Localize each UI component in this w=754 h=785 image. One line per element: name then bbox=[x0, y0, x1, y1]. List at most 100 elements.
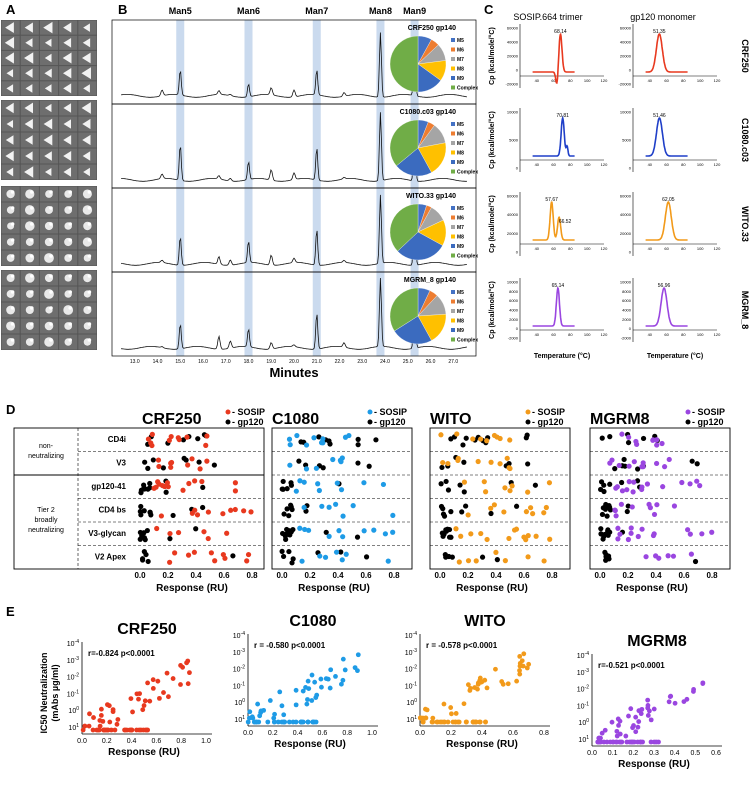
gp120-point bbox=[138, 503, 144, 510]
correlation-point bbox=[430, 719, 436, 725]
correlation-point bbox=[178, 682, 183, 687]
gp120-point bbox=[603, 501, 609, 508]
gp120-point bbox=[625, 439, 632, 446]
sosip-point bbox=[204, 458, 210, 464]
gp120-point bbox=[279, 548, 285, 554]
gp120-point bbox=[694, 461, 700, 467]
sosip-point bbox=[212, 558, 218, 564]
legend-swatch bbox=[451, 225, 455, 229]
dsc-tm-label: 51.46 bbox=[653, 113, 666, 119]
dsc-x-tick: 60 bbox=[664, 332, 669, 337]
sosip-point bbox=[208, 550, 214, 556]
sosip-point bbox=[319, 503, 325, 509]
gp120-point bbox=[137, 508, 143, 515]
sosip-point bbox=[612, 507, 618, 513]
x-tick-label: 23.0 bbox=[357, 359, 367, 365]
y-tick-label: 100 bbox=[234, 698, 245, 707]
y-tick-label: 10-4 bbox=[233, 631, 245, 640]
correlation-point bbox=[80, 727, 86, 733]
particle bbox=[63, 22, 72, 33]
gp120-point bbox=[444, 526, 451, 532]
correlation-point bbox=[638, 711, 644, 717]
sosip-point bbox=[484, 536, 490, 543]
sosip-point bbox=[528, 505, 534, 511]
dsc-tm-label: 62.05 bbox=[662, 197, 675, 203]
particle bbox=[87, 274, 92, 278]
binding-panel: C1080 - SOSIP- gp120 0.0 0.2 0.4 0.6 0.8 Respon… bbox=[271, 407, 413, 594]
sosip-point bbox=[330, 456, 336, 463]
sosip-point bbox=[547, 536, 553, 542]
correlation-point bbox=[339, 681, 344, 687]
dsc-plot: 10000 5000 0 40 60 80 100 120 51.46 bbox=[620, 108, 721, 172]
gp120-point bbox=[355, 460, 361, 466]
gp120-point bbox=[211, 462, 217, 468]
particle bbox=[44, 38, 52, 47]
x-tick-label: 1.0 bbox=[201, 738, 211, 745]
gp120-point bbox=[284, 506, 290, 512]
y-tick-label: 101 bbox=[578, 735, 589, 744]
dsc-y-tick: 40000 bbox=[507, 212, 519, 217]
correlation-point bbox=[279, 703, 285, 709]
gp120-point bbox=[619, 479, 625, 486]
correlation-point bbox=[305, 719, 311, 725]
profile-trace bbox=[121, 194, 467, 266]
sosip-point bbox=[654, 437, 660, 443]
pie-slice bbox=[389, 119, 419, 167]
correlation-point bbox=[246, 715, 252, 721]
gp120-point bbox=[145, 558, 151, 565]
sosip-point bbox=[326, 533, 332, 539]
sosip-point bbox=[639, 526, 645, 532]
sosip-point bbox=[541, 510, 547, 516]
correlation-point bbox=[629, 739, 635, 745]
dsc-y-tick: 10000 bbox=[507, 280, 519, 285]
gp120-point bbox=[598, 526, 604, 532]
x-tick-label: 18.0 bbox=[244, 359, 254, 365]
sosip-point bbox=[613, 513, 619, 519]
gp120-point bbox=[607, 529, 613, 535]
sosip-point bbox=[491, 432, 498, 439]
sosip-point bbox=[336, 528, 342, 534]
gp120-point bbox=[284, 526, 290, 533]
dsc-x-tick: 100 bbox=[584, 332, 591, 337]
legend-label: M5 bbox=[457, 290, 464, 296]
particle bbox=[87, 254, 92, 258]
dsc-ylabel: Cp (kcal/mole/°C) bbox=[488, 111, 496, 169]
sosip-point bbox=[186, 480, 192, 487]
dsc-trace bbox=[645, 287, 688, 327]
sosip-point bbox=[631, 479, 637, 485]
sosip-point bbox=[626, 434, 632, 440]
sosip-point bbox=[316, 487, 322, 494]
dsc-plot: 10000 8000 6000 4000 2000 0 -2000 40 60 80 100 120 6… bbox=[488, 278, 608, 342]
particle bbox=[6, 167, 14, 177]
gp120-point bbox=[443, 478, 449, 485]
sosip-point bbox=[497, 461, 503, 467]
gp120-point bbox=[289, 560, 295, 566]
correlation-point bbox=[340, 656, 346, 662]
sosip-point bbox=[245, 551, 252, 558]
x-tick-label: 0.0 bbox=[594, 571, 606, 580]
correlation-point bbox=[187, 670, 192, 676]
x-tick-label: 0.4 bbox=[670, 750, 680, 757]
category-label: CD4 bs bbox=[98, 506, 126, 515]
sosip-point bbox=[318, 440, 325, 446]
legend-dot-sosip bbox=[685, 409, 691, 415]
gp120-point bbox=[448, 509, 454, 515]
correlation-point bbox=[95, 727, 101, 733]
particle bbox=[63, 305, 74, 315]
x-tick-label: 0.8 bbox=[388, 571, 400, 580]
y-tick-label: 10-2 bbox=[405, 665, 417, 674]
gp120-point bbox=[461, 459, 467, 465]
sosip-point bbox=[286, 436, 293, 442]
sosip-point bbox=[521, 534, 527, 540]
particle bbox=[5, 150, 14, 162]
correlation-point bbox=[465, 682, 471, 688]
y-tick-label: 10-2 bbox=[67, 673, 79, 682]
correlation-point bbox=[305, 678, 311, 684]
gp120-point bbox=[692, 558, 699, 565]
sosip-point bbox=[631, 459, 637, 465]
particle bbox=[63, 83, 72, 94]
correlation-point bbox=[293, 719, 299, 725]
particle bbox=[6, 119, 14, 129]
correlation-point bbox=[430, 715, 436, 721]
sosip-point bbox=[191, 549, 197, 555]
